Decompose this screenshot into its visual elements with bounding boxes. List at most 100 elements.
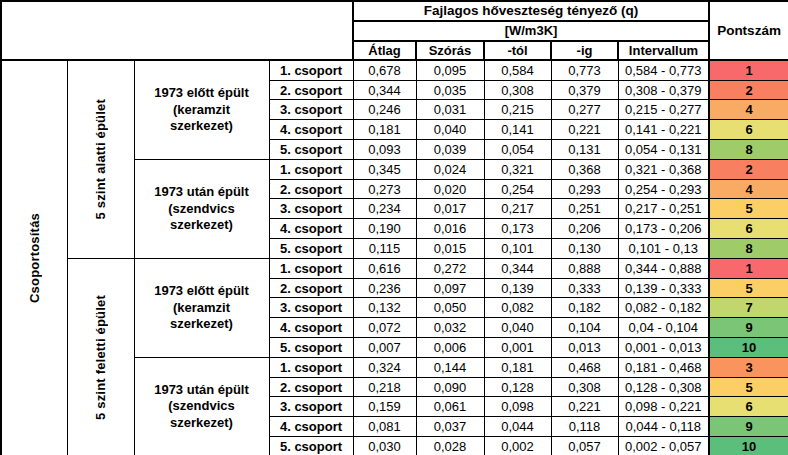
group-name-cell: 1. csoport	[269, 60, 353, 80]
from-value-cell: 0,217	[484, 199, 551, 219]
section-label-0: 5 szint alatti épület	[67, 60, 134, 258]
interval-cell: 0,217 - 0,251	[618, 199, 709, 219]
mean-value-cell: 0,273	[353, 179, 416, 199]
stddev-value-cell: 0,040	[416, 120, 484, 140]
group-name-cell: 2. csoport	[269, 278, 353, 298]
group-name-cell: 2. csoport	[269, 179, 353, 199]
corner-cell	[1, 1, 353, 60]
mean-value-cell: 0,616	[353, 258, 416, 278]
stddev-value-cell: 0,039	[416, 140, 484, 160]
stddev-value-cell: 0,017	[416, 199, 484, 219]
group-name-cell: 4. csoport	[269, 417, 353, 437]
score-cell: 10	[709, 437, 788, 455]
stddev-value-cell: 0,015	[416, 239, 484, 259]
score-cell: 4	[709, 100, 788, 120]
from-value-cell: 0,040	[484, 318, 551, 338]
score-cell: 6	[709, 120, 788, 140]
interval-cell: 0,308 - 0,379	[618, 80, 709, 100]
score-cell: 5	[709, 278, 788, 298]
from-value-cell: 0,098	[484, 397, 551, 417]
score-column-header: Pontszám	[709, 1, 788, 60]
mean-value-cell: 0,093	[353, 140, 416, 160]
interval-cell: 0,054 - 0,131	[618, 140, 709, 160]
to-value-cell: 0,118	[551, 417, 618, 437]
mean-value-cell: 0,007	[353, 338, 416, 358]
group-name-cell: 2. csoport	[269, 377, 353, 397]
from-value-cell: 0,344	[484, 258, 551, 278]
interval-cell: 0,04 - 0,104	[618, 318, 709, 338]
score-cell: 8	[709, 140, 788, 160]
group-name-cell: 4. csoport	[269, 318, 353, 338]
subsection-label-1-1: 1973 után épült (szendvics szerkezet)	[134, 357, 269, 455]
group-name-cell: 3. csoport	[269, 298, 353, 318]
from-value-cell: 0,215	[484, 100, 551, 120]
to-value-cell: 0,013	[551, 338, 618, 358]
to-value-cell: 0,057	[551, 437, 618, 455]
from-value-cell: 0,308	[484, 80, 551, 100]
to-value-cell: 0,379	[551, 80, 618, 100]
to-value-cell: 0,308	[551, 377, 618, 397]
group-name-cell: 3. csoport	[269, 199, 353, 219]
score-cell: 6	[709, 397, 788, 417]
to-value-cell: 0,131	[551, 140, 618, 160]
group-name-cell: 4. csoport	[269, 219, 353, 239]
stddev-value-cell: 0,037	[416, 417, 484, 437]
from-value-cell: 0,044	[484, 417, 551, 437]
stddev-value-cell: 0,272	[416, 258, 484, 278]
section-label-1-text: 5 szint feletti épület	[93, 295, 108, 420]
interval-cell: 0,321 - 0,368	[618, 159, 709, 179]
interval-cell: 0,001 - 0,013	[618, 338, 709, 358]
stddev-value-cell: 0,035	[416, 80, 484, 100]
col-header-ig: -ig	[551, 41, 618, 61]
mean-value-cell: 0,218	[353, 377, 416, 397]
stddev-value-cell: 0,016	[416, 219, 484, 239]
to-value-cell: 0,277	[551, 100, 618, 120]
mean-value-cell: 0,234	[353, 199, 416, 219]
from-value-cell: 0,181	[484, 357, 551, 377]
group-name-cell: 5. csoport	[269, 338, 353, 358]
interval-cell: 0,139 - 0,333	[618, 278, 709, 298]
score-cell: 6	[709, 219, 788, 239]
heat-loss-factor-table-page: Fajlagos hőveszteség tényező (q) Pontszá…	[0, 0, 788, 455]
col-header-atlag: Átlag	[353, 41, 416, 61]
group-name-cell: 3. csoport	[269, 397, 353, 417]
grouping-column-label-text: Csoportosítás	[27, 213, 42, 303]
score-cell: 2	[709, 159, 788, 179]
score-cell: 7	[709, 298, 788, 318]
header-row-title: Fajlagos hőveszteség tényező (q) Pontszá…	[1, 1, 788, 21]
from-value-cell: 0,002	[484, 437, 551, 455]
from-value-cell: 0,173	[484, 219, 551, 239]
from-value-cell: 0,139	[484, 278, 551, 298]
from-value-cell: 0,082	[484, 298, 551, 318]
group-name-cell: 5. csoport	[269, 239, 353, 259]
to-value-cell: 0,221	[551, 397, 618, 417]
mean-value-cell: 0,030	[353, 437, 416, 455]
score-cell: 10	[709, 338, 788, 358]
col-header-intervallum: Intervallum	[618, 41, 709, 61]
interval-cell: 0,173 - 0,206	[618, 219, 709, 239]
stddev-value-cell: 0,020	[416, 179, 484, 199]
stddev-value-cell: 0,144	[416, 357, 484, 377]
mean-value-cell: 0,246	[353, 100, 416, 120]
to-value-cell: 0,206	[551, 219, 618, 239]
table-body: Csoportosítás5 szint alatti épület1973 e…	[1, 60, 788, 455]
interval-cell: 0,344 - 0,888	[618, 258, 709, 278]
interval-cell: 0,181 - 0,468	[618, 357, 709, 377]
score-cell: 2	[709, 80, 788, 100]
to-value-cell: 0,333	[551, 278, 618, 298]
score-cell: 9	[709, 318, 788, 338]
to-value-cell: 0,130	[551, 239, 618, 259]
to-value-cell: 0,468	[551, 357, 618, 377]
score-cell: 3	[709, 357, 788, 377]
interval-cell: 0,128 - 0,308	[618, 377, 709, 397]
mean-value-cell: 0,115	[353, 239, 416, 259]
from-value-cell: 0,584	[484, 60, 551, 80]
group-name-cell: 1. csoport	[269, 258, 353, 278]
mean-value-cell: 0,190	[353, 219, 416, 239]
group-name-cell: 1. csoport	[269, 357, 353, 377]
score-cell: 5	[709, 199, 788, 219]
from-value-cell: 0,101	[484, 239, 551, 259]
mean-value-cell: 0,072	[353, 318, 416, 338]
section-label-1: 5 szint feletti épület	[67, 258, 134, 455]
mean-value-cell: 0,159	[353, 397, 416, 417]
